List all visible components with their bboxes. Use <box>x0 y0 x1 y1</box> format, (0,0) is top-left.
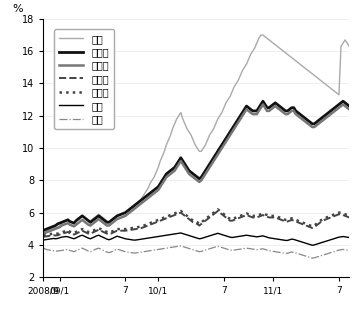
葡萄牙 <box>296 114 300 118</box>
德国 <box>216 244 220 248</box>
德国 <box>203 248 208 252</box>
爱尔兰 <box>162 175 167 179</box>
西班牙 <box>162 217 167 221</box>
Legend: 希腊, 爱尔兰, 葡萄牙, 西班牙, 意大利, 法国, 德国: 希腊, 爱尔兰, 葡萄牙, 西班牙, 意大利, 法国, 德国 <box>54 29 114 129</box>
西班牙 <box>41 235 45 239</box>
Line: 希腊: 希腊 <box>43 35 349 232</box>
西班牙 <box>296 220 300 224</box>
Line: 爱尔兰: 爱尔兰 <box>43 101 349 230</box>
葡萄牙 <box>261 103 265 106</box>
法国 <box>347 236 351 239</box>
法国 <box>203 235 208 239</box>
意大利 <box>213 209 218 213</box>
Line: 意大利: 意大利 <box>43 209 349 235</box>
意大利 <box>142 224 146 227</box>
葡萄牙 <box>162 179 167 182</box>
爱尔兰 <box>201 172 206 176</box>
德国 <box>347 249 351 252</box>
意大利 <box>41 233 45 237</box>
德国 <box>296 252 300 255</box>
爱尔兰 <box>142 196 146 200</box>
希腊 <box>213 122 218 126</box>
法国 <box>142 237 146 241</box>
西班牙 <box>255 215 259 219</box>
意大利 <box>201 219 206 223</box>
法国 <box>179 231 183 235</box>
Line: 西班牙: 西班牙 <box>43 211 349 237</box>
法国 <box>41 238 45 242</box>
爱尔兰 <box>253 109 257 113</box>
德国 <box>142 250 146 254</box>
葡萄牙 <box>347 107 351 111</box>
意大利 <box>255 214 259 218</box>
希腊 <box>347 44 351 48</box>
西班牙 <box>213 211 218 215</box>
希腊 <box>201 146 206 150</box>
爱尔兰 <box>41 228 45 232</box>
Text: %: % <box>13 4 23 14</box>
葡萄牙 <box>201 175 206 179</box>
希腊 <box>296 60 300 64</box>
Line: 法国: 法国 <box>43 233 349 245</box>
西班牙 <box>201 220 206 224</box>
法国 <box>216 232 220 235</box>
爱尔兰 <box>261 99 265 103</box>
希腊 <box>142 193 146 197</box>
葡萄牙 <box>253 112 257 116</box>
希腊 <box>41 230 45 234</box>
爱尔兰 <box>213 153 218 157</box>
德国 <box>255 248 259 252</box>
Line: 德国: 德国 <box>43 246 349 258</box>
法国 <box>310 243 314 247</box>
法国 <box>162 234 167 238</box>
意大利 <box>347 214 351 218</box>
爱尔兰 <box>296 111 300 114</box>
意大利 <box>162 215 167 219</box>
德国 <box>162 247 167 250</box>
爱尔兰 <box>347 104 351 108</box>
西班牙 <box>216 209 220 213</box>
希腊 <box>162 149 167 153</box>
希腊 <box>259 33 263 37</box>
葡萄牙 <box>142 199 146 203</box>
希腊 <box>253 46 257 50</box>
法国 <box>296 239 300 243</box>
德国 <box>41 246 45 250</box>
法国 <box>255 235 259 239</box>
德国 <box>310 256 314 260</box>
西班牙 <box>142 225 146 229</box>
葡萄牙 <box>213 156 218 160</box>
葡萄牙 <box>41 232 45 236</box>
西班牙 <box>347 215 351 219</box>
意大利 <box>296 219 300 223</box>
德国 <box>179 244 183 248</box>
Line: 葡萄牙: 葡萄牙 <box>43 105 349 234</box>
意大利 <box>216 208 220 211</box>
